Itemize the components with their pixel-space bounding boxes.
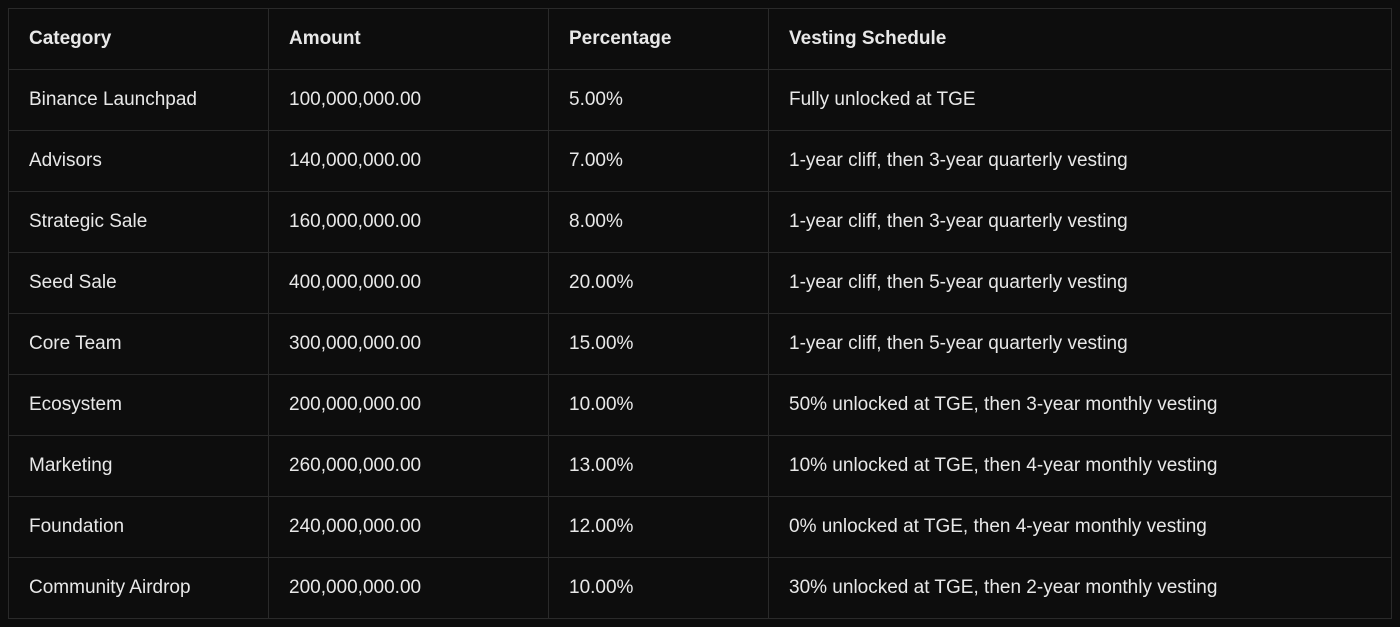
cell-vesting: 50% unlocked at TGE, then 3-year monthly… bbox=[769, 375, 1392, 436]
cell-category: Seed Sale bbox=[9, 253, 269, 314]
cell-amount: 400,000,000.00 bbox=[269, 253, 549, 314]
cell-amount: 300,000,000.00 bbox=[269, 314, 549, 375]
cell-amount: 200,000,000.00 bbox=[269, 558, 549, 619]
table-row: Seed Sale 400,000,000.00 20.00% 1-year c… bbox=[9, 253, 1392, 314]
cell-percentage: 12.00% bbox=[549, 497, 769, 558]
cell-vesting: Fully unlocked at TGE bbox=[769, 70, 1392, 131]
table-row: Advisors 140,000,000.00 7.00% 1-year cli… bbox=[9, 131, 1392, 192]
cell-category: Binance Launchpad bbox=[9, 70, 269, 131]
cell-category: Core Team bbox=[9, 314, 269, 375]
cell-amount: 200,000,000.00 bbox=[269, 375, 549, 436]
cell-vesting: 1-year cliff, then 5-year quarterly vest… bbox=[769, 253, 1392, 314]
cell-percentage: 10.00% bbox=[549, 375, 769, 436]
cell-vesting: 1-year cliff, then 5-year quarterly vest… bbox=[769, 314, 1392, 375]
cell-percentage: 20.00% bbox=[549, 253, 769, 314]
header-vesting: Vesting Schedule bbox=[769, 9, 1392, 70]
table-header-row: Category Amount Percentage Vesting Sched… bbox=[9, 9, 1392, 70]
cell-vesting: 30% unlocked at TGE, then 2-year monthly… bbox=[769, 558, 1392, 619]
cell-amount: 100,000,000.00 bbox=[269, 70, 549, 131]
table-row: Core Team 300,000,000.00 15.00% 1-year c… bbox=[9, 314, 1392, 375]
table-row: Marketing 260,000,000.00 13.00% 10% unlo… bbox=[9, 436, 1392, 497]
cell-vesting: 1-year cliff, then 3-year quarterly vest… bbox=[769, 131, 1392, 192]
cell-category: Marketing bbox=[9, 436, 269, 497]
cell-amount: 160,000,000.00 bbox=[269, 192, 549, 253]
table-row: Binance Launchpad 100,000,000.00 5.00% F… bbox=[9, 70, 1392, 131]
header-percentage: Percentage bbox=[549, 9, 769, 70]
token-allocation-table: Category Amount Percentage Vesting Sched… bbox=[8, 8, 1392, 619]
header-category: Category bbox=[9, 9, 269, 70]
table-row: Community Airdrop 200,000,000.00 10.00% … bbox=[9, 558, 1392, 619]
table-row: Foundation 240,000,000.00 12.00% 0% unlo… bbox=[9, 497, 1392, 558]
cell-category: Strategic Sale bbox=[9, 192, 269, 253]
cell-percentage: 7.00% bbox=[549, 131, 769, 192]
cell-amount: 240,000,000.00 bbox=[269, 497, 549, 558]
cell-category: Foundation bbox=[9, 497, 269, 558]
table-row: Strategic Sale 160,000,000.00 8.00% 1-ye… bbox=[9, 192, 1392, 253]
cell-percentage: 5.00% bbox=[549, 70, 769, 131]
cell-percentage: 15.00% bbox=[549, 314, 769, 375]
cell-percentage: 10.00% bbox=[549, 558, 769, 619]
cell-vesting: 10% unlocked at TGE, then 4-year monthly… bbox=[769, 436, 1392, 497]
table-row: Ecosystem 200,000,000.00 10.00% 50% unlo… bbox=[9, 375, 1392, 436]
cell-percentage: 8.00% bbox=[549, 192, 769, 253]
cell-vesting: 1-year cliff, then 3-year quarterly vest… bbox=[769, 192, 1392, 253]
cell-category: Community Airdrop bbox=[9, 558, 269, 619]
cell-category: Advisors bbox=[9, 131, 269, 192]
header-amount: Amount bbox=[269, 9, 549, 70]
cell-amount: 260,000,000.00 bbox=[269, 436, 549, 497]
cell-amount: 140,000,000.00 bbox=[269, 131, 549, 192]
cell-vesting: 0% unlocked at TGE, then 4-year monthly … bbox=[769, 497, 1392, 558]
cell-category: Ecosystem bbox=[9, 375, 269, 436]
cell-percentage: 13.00% bbox=[549, 436, 769, 497]
